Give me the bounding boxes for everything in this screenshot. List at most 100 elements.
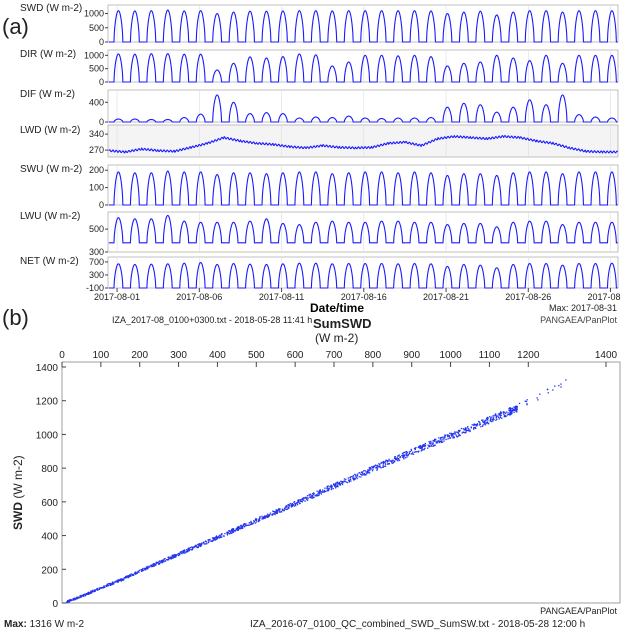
series-dif-line — [108, 94, 618, 123]
credit-a: PANGAEA/PanPlot — [540, 315, 617, 325]
scatter-point — [233, 530, 236, 532]
scatter-point — [539, 393, 541, 395]
scatter-point — [499, 414, 502, 416]
scatter-point — [526, 404, 528, 406]
scatter-point — [423, 445, 425, 447]
scatter-point — [476, 423, 479, 425]
scatter-point — [443, 436, 446, 438]
scatter-point — [198, 543, 200, 545]
scatter-point — [516, 407, 518, 409]
scatter-point — [326, 486, 328, 488]
scatter-point — [362, 470, 365, 472]
scatter-point — [76, 596, 79, 599]
scatter-point — [185, 551, 187, 554]
scatter-point — [278, 509, 280, 511]
scatter-point — [102, 586, 104, 589]
panel-b-label: (b) — [2, 305, 29, 330]
scatter-point — [443, 440, 445, 442]
scatter-point — [340, 480, 342, 482]
y-tick-label: 600 — [41, 498, 58, 509]
scatter-point — [473, 423, 476, 425]
scatter-point — [162, 559, 165, 561]
scatter-point — [200, 545, 202, 547]
scatter-point — [86, 593, 88, 595]
scatter-point — [192, 547, 195, 549]
scatter-point — [173, 554, 175, 556]
scatter-point — [462, 428, 464, 430]
scatter-point — [166, 558, 168, 561]
scatter-point — [298, 501, 300, 503]
scatter-point — [363, 473, 365, 476]
scatter-point — [495, 417, 497, 419]
scatter-point — [244, 524, 246, 526]
scatter-point — [565, 379, 567, 381]
scatter-point — [365, 471, 367, 473]
scatter-point — [96, 588, 98, 590]
scatter-point — [217, 536, 220, 539]
scatter-point — [161, 559, 164, 561]
scatter-point — [346, 481, 349, 484]
scatter-point — [293, 501, 295, 504]
scatter-point — [199, 543, 202, 545]
x-tick-label: 2017-08-31 — [588, 292, 621, 302]
scatter-point — [161, 561, 164, 563]
scatter-point — [268, 514, 271, 517]
scatter-point — [451, 433, 453, 436]
scatter-point — [196, 546, 198, 549]
scatter-point — [285, 508, 287, 510]
scatter-point — [146, 566, 148, 568]
scatter-point — [272, 510, 275, 513]
scatter-point — [479, 423, 481, 426]
scatter-point — [235, 528, 237, 530]
scatter-point — [239, 525, 242, 527]
scatter-point — [456, 436, 458, 438]
scatter-point — [187, 550, 189, 552]
scatter-point — [306, 497, 308, 499]
scatter-point — [368, 472, 370, 474]
scatter-point — [308, 494, 310, 496]
scatter-point — [502, 412, 504, 414]
scatter-point — [163, 558, 165, 560]
y-tick-label: 270 — [89, 145, 104, 155]
scatter-point — [122, 578, 124, 580]
scatter-point — [497, 415, 499, 417]
scatter-point — [120, 578, 122, 580]
scatter-point — [302, 497, 304, 499]
scatter-point — [487, 417, 489, 419]
scatter-point — [491, 416, 493, 418]
scatter-point — [469, 430, 471, 433]
scatter-point — [335, 486, 338, 488]
scatter-point — [449, 437, 452, 439]
panel-dir-frame — [107, 49, 619, 83]
scatter-point — [558, 384, 560, 387]
panel-net-label: NET (W m-2) — [20, 256, 79, 267]
scatter-point — [455, 434, 457, 436]
scatter-point — [432, 442, 434, 444]
scatter-point — [387, 463, 389, 465]
scatter-point — [499, 412, 501, 415]
scatter-point — [234, 529, 236, 532]
scatter-point — [398, 454, 400, 456]
scatter-point — [503, 413, 505, 415]
scatter-point — [435, 442, 437, 444]
scatter-point — [316, 494, 318, 496]
scatter-point — [469, 429, 471, 431]
scatter-point — [484, 421, 486, 423]
scatter-points — [65, 379, 567, 604]
scatter-point — [135, 571, 137, 573]
scatter-point — [171, 554, 173, 557]
scatter-point — [216, 535, 218, 538]
scatter-point — [185, 549, 188, 551]
scatter-point — [284, 507, 286, 509]
scatter-point — [498, 414, 501, 416]
scatter-point — [458, 429, 461, 432]
scatter-point — [464, 427, 467, 429]
scatter-point — [70, 599, 73, 601]
scatter-point — [103, 585, 105, 587]
scatter-point — [356, 474, 359, 477]
scatter-point — [334, 483, 336, 485]
scatter-point — [207, 539, 209, 541]
scatter-point — [492, 420, 494, 422]
scatter-point — [418, 445, 420, 448]
x-tick-label: 1400 — [595, 350, 618, 361]
